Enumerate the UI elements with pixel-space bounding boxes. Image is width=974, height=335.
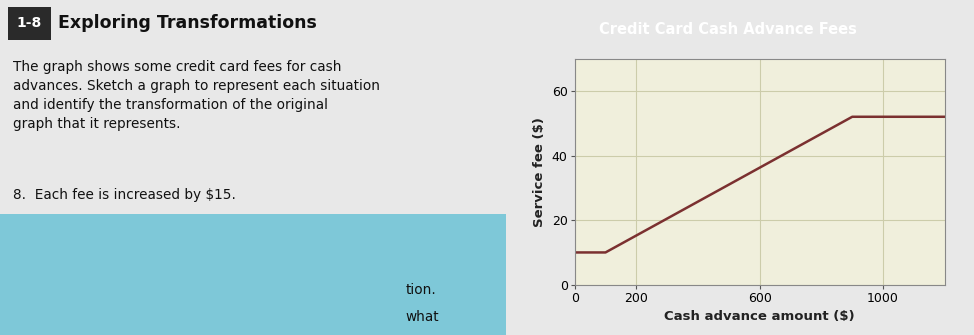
Text: tion.: tion.: [405, 283, 436, 297]
X-axis label: Cash advance amount ($): Cash advance amount ($): [664, 310, 855, 323]
FancyBboxPatch shape: [8, 7, 51, 40]
Text: The graph shows some credit card fees for cash
advances. Sketch a graph to repre: The graph shows some credit card fees fo…: [13, 60, 380, 131]
Text: Credit Card Cash Advance Fees: Credit Card Cash Advance Fees: [599, 22, 857, 37]
Bar: [0, 214, 506, 335]
Text: what: what: [405, 310, 439, 324]
Text: Exploring Transformations: Exploring Transformations: [58, 14, 318, 32]
Text: 1-8: 1-8: [17, 16, 42, 30]
Text: 8.  Each fee is increased by $15.: 8. Each fee is increased by $15.: [13, 188, 236, 202]
Y-axis label: Service fee ($): Service fee ($): [534, 117, 546, 226]
